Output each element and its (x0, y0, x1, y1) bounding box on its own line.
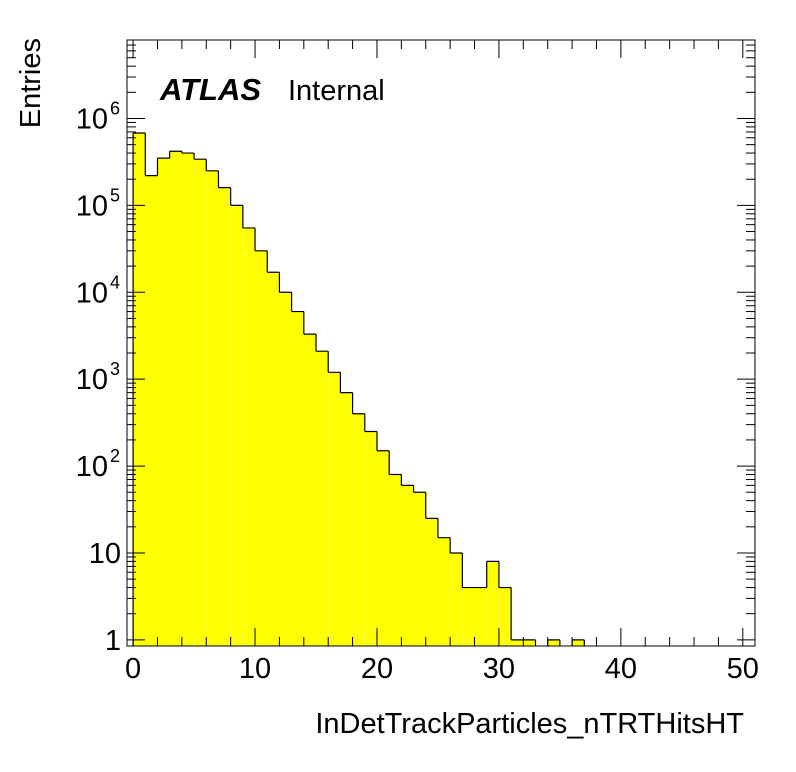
histogram-bar (206, 170, 219, 647)
histogram-bar (316, 351, 329, 646)
y-tick-label: 10 (76, 451, 108, 483)
histogram-bar (267, 272, 280, 646)
histogram-bar (437, 537, 451, 646)
histogram-bar (462, 587, 475, 646)
histogram-bar (364, 431, 377, 646)
histogram-bar (547, 639, 560, 646)
histogram-bar (352, 413, 365, 646)
histogram-bar (291, 311, 304, 646)
histogram-bar (181, 153, 195, 647)
histogram-bar (242, 227, 256, 647)
x-tick-label: 10 (239, 653, 271, 685)
histogram-bar (474, 587, 487, 646)
histogram-bar (340, 392, 353, 646)
histogram-bars (132, 132, 585, 647)
histogram-bar (425, 518, 438, 646)
y-tick-label: 10 (76, 277, 108, 309)
y-tick-label: 10 (76, 190, 108, 222)
histogram-bar (157, 158, 170, 646)
y-tick-label-exponent: 4 (110, 272, 120, 292)
y-tick-label-exponent: 5 (110, 185, 120, 205)
histogram-bar (328, 372, 341, 646)
x-tick-label: 0 (125, 653, 141, 685)
x-tick-label: 40 (605, 653, 637, 685)
histogram-bar (511, 639, 524, 646)
y-tick-label: 10 (89, 538, 121, 570)
y-tick-label: 10 (76, 364, 108, 396)
histogram-bar (523, 639, 536, 646)
plot-frame (126, 39, 756, 647)
histogram-bar (498, 587, 512, 646)
histogram-bar (389, 474, 402, 646)
y-tick-label: 1 (105, 625, 121, 657)
histogram-bar (413, 492, 426, 646)
histogram-bar (279, 292, 292, 646)
y-tick-label-exponent: 6 (110, 98, 120, 118)
histogram-bar (303, 334, 317, 646)
histogram-bar (145, 175, 158, 646)
histogram-bar (572, 639, 585, 646)
atlas-label: ATLAS (159, 72, 261, 107)
x-tick-label: 50 (727, 653, 759, 685)
histogram-bar (401, 485, 414, 646)
histogram-bar (376, 450, 390, 646)
histogram-bar (450, 552, 463, 646)
x-tick-label: 30 (483, 653, 515, 685)
histogram-bar (194, 159, 207, 646)
histogram-bar (133, 133, 146, 647)
histogram-bar (255, 250, 268, 646)
y-axis-label: Entries (15, 38, 47, 128)
x-tick-labels: 0 10 20 30 40 50 (125, 653, 759, 685)
y-tick-label: 10 (76, 103, 108, 135)
y-tick-label-exponent: 2 (110, 446, 120, 466)
histogram-bar (169, 151, 182, 647)
histogram-bar (218, 187, 231, 646)
status-label: Internal (288, 75, 385, 107)
y-tick-label-exponent: 3 (110, 359, 120, 379)
x-axis-label: InDetTrackParticles_nTRTHitsHT (315, 708, 744, 740)
x-tick-label: 20 (361, 653, 393, 685)
histogram-bar (486, 561, 499, 646)
histogram-bar (230, 205, 243, 646)
